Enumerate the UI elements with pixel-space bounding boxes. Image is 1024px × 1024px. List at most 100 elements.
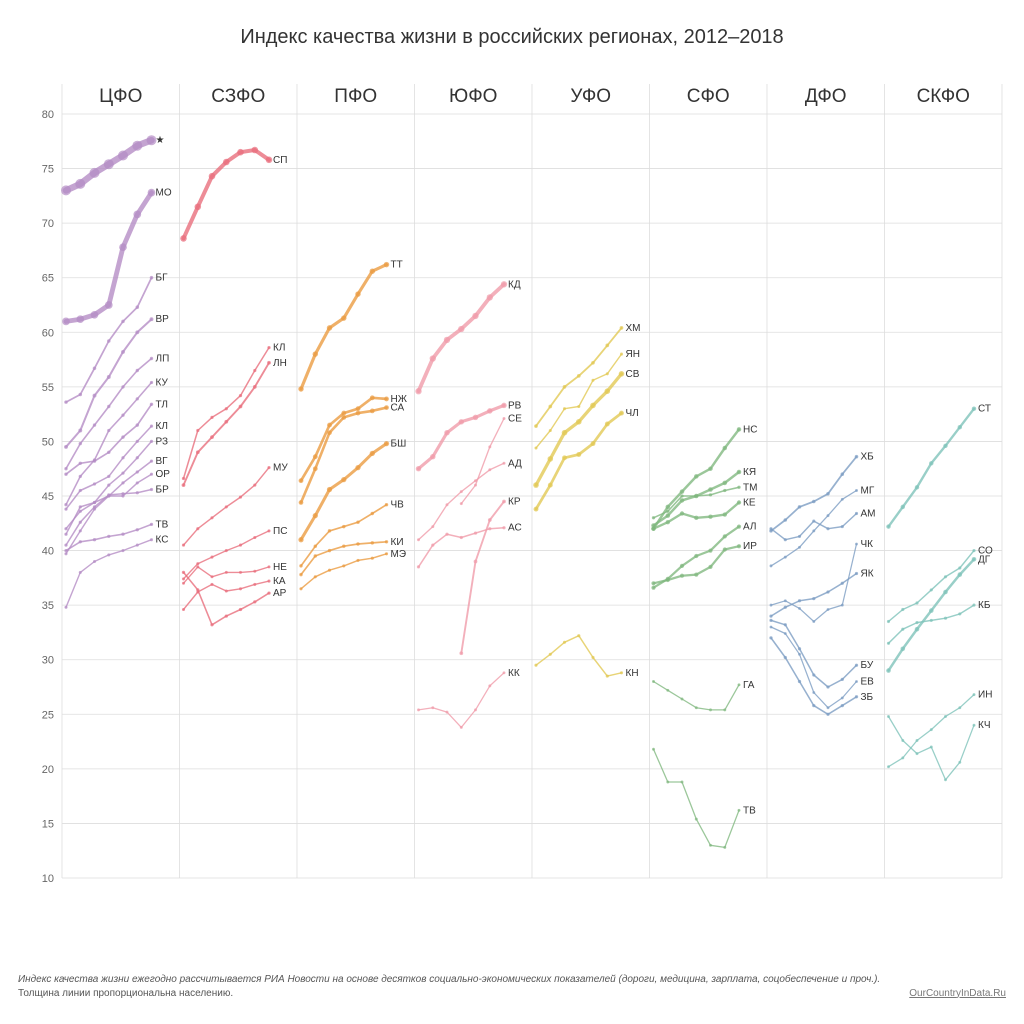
series-marker [930, 728, 933, 731]
series-label: ЛН [273, 358, 287, 369]
series-marker [64, 549, 67, 552]
series-marker [384, 441, 389, 446]
series-marker [121, 533, 124, 536]
series-marker [841, 582, 844, 585]
series-label: ИР [743, 541, 757, 552]
series-marker [680, 494, 683, 497]
series-marker [548, 405, 552, 409]
series-marker [915, 601, 918, 604]
chart-footnote: Индекс качества жизни ежегодно рассчитыв… [18, 973, 1006, 1000]
series-marker [460, 490, 463, 493]
series-marker [915, 621, 918, 624]
series-marker [606, 372, 609, 375]
series-label: СП [273, 155, 287, 166]
series-marker [723, 547, 727, 551]
svg-text:35: 35 [42, 600, 54, 612]
panel-title: СКФО [917, 86, 970, 107]
series-line [419, 528, 505, 567]
series-marker [738, 683, 741, 686]
series-marker [342, 525, 345, 528]
series-marker [136, 397, 139, 400]
series-marker [313, 454, 318, 459]
series-marker [769, 527, 772, 530]
series-label: СВ [626, 369, 640, 380]
series-label: СЕ [508, 414, 522, 425]
series-marker [313, 466, 318, 471]
series-marker [79, 521, 82, 524]
series-marker [107, 553, 110, 556]
series-marker [299, 573, 302, 576]
series-marker [666, 781, 669, 784]
series-marker [723, 708, 726, 711]
series-marker [534, 446, 537, 449]
series-marker [93, 560, 96, 563]
series-marker [972, 549, 975, 552]
series-marker [136, 528, 139, 531]
series-marker [548, 483, 553, 488]
series-label: ОР [156, 469, 171, 480]
series-marker [534, 507, 539, 512]
series-marker [606, 675, 609, 678]
series-label: КК [508, 668, 520, 679]
svg-text:70: 70 [42, 218, 54, 230]
series-marker [121, 456, 124, 459]
series-label: АР [273, 588, 287, 599]
series-marker [61, 185, 71, 195]
series-marker [150, 538, 153, 541]
series-marker [944, 778, 947, 781]
series-marker [182, 608, 185, 611]
series-label: КН [626, 668, 639, 679]
series-marker [121, 414, 124, 417]
series-marker [944, 617, 947, 620]
series-marker [738, 809, 741, 812]
series-marker [239, 405, 243, 409]
series-label: БУ [861, 660, 874, 671]
series-marker [210, 516, 213, 519]
series-marker [64, 445, 68, 449]
series-marker [798, 505, 802, 509]
series-marker [708, 466, 713, 471]
series-marker [680, 564, 684, 568]
series-marker [798, 680, 801, 683]
series-marker [562, 430, 568, 436]
series-label: ТТ [391, 260, 403, 271]
series-marker [299, 587, 302, 590]
svg-text:80: 80 [42, 109, 54, 121]
series-marker [121, 385, 124, 388]
series-marker [619, 371, 625, 377]
series-marker [901, 505, 905, 509]
series-marker [150, 403, 153, 406]
series-marker [855, 543, 858, 546]
source-link[interactable]: OurCountryInData.Ru [909, 987, 1006, 1001]
series-label: ТМ [743, 482, 757, 493]
series-marker [709, 844, 712, 847]
series-marker [930, 619, 933, 622]
series-label: РЗ [156, 436, 169, 447]
series-marker [694, 572, 698, 576]
series-marker [79, 510, 82, 513]
series-marker [770, 604, 773, 607]
series-marker [446, 711, 449, 714]
series-marker [474, 560, 478, 564]
series-marker [355, 291, 360, 296]
series-marker [694, 554, 698, 558]
series-marker [887, 620, 890, 623]
series-marker [958, 761, 961, 764]
svg-text:60: 60 [42, 327, 54, 339]
series-marker [136, 456, 139, 459]
series-marker [562, 455, 567, 460]
series-marker [972, 406, 976, 410]
series-marker [370, 395, 375, 400]
series-marker [313, 351, 318, 356]
series-marker [652, 516, 655, 519]
series-marker [356, 542, 359, 545]
series-marker [916, 752, 919, 755]
series-marker [901, 608, 904, 611]
series-marker [64, 400, 68, 404]
series-marker [812, 597, 815, 600]
series-marker [695, 494, 698, 497]
series-marker [79, 540, 82, 543]
series-marker [972, 604, 975, 607]
series-label: ЯК [861, 569, 874, 580]
series-marker [666, 513, 671, 518]
